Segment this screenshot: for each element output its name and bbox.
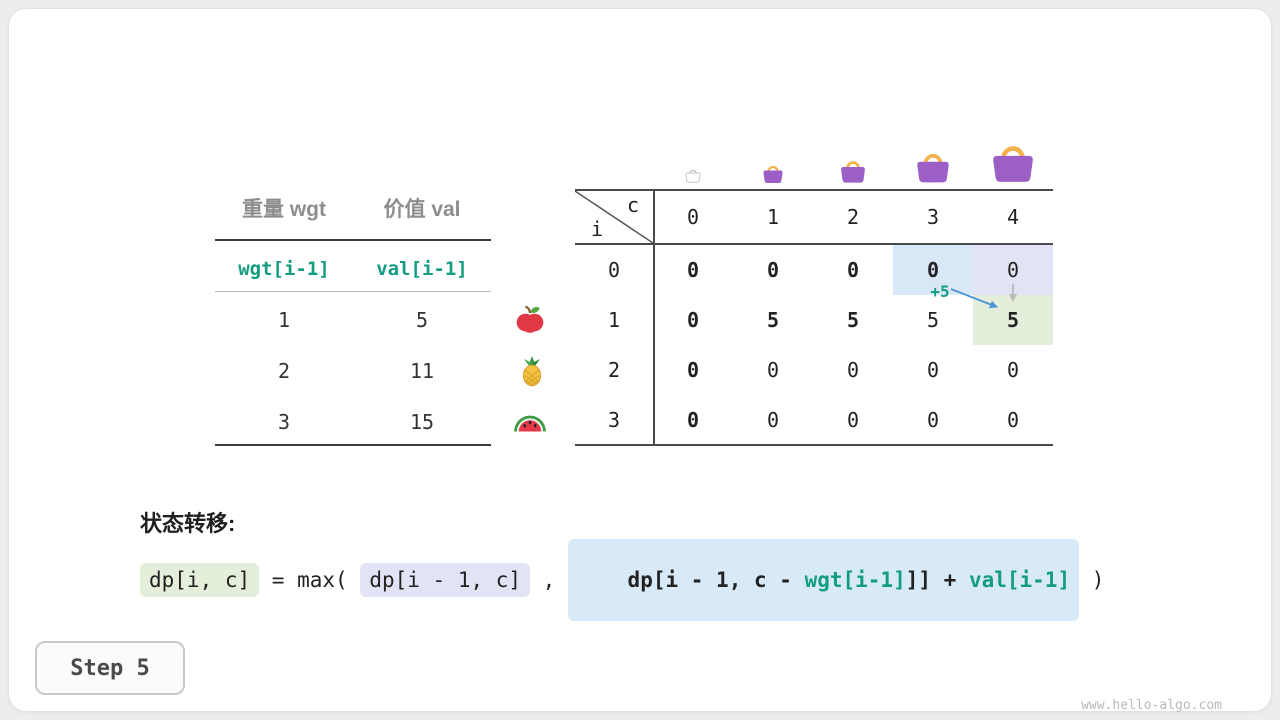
val-var-label: val[i-1] bbox=[376, 258, 468, 280]
dp-cell-uncomputed: 0 bbox=[846, 408, 860, 432]
bag-xlarge-icon bbox=[988, 136, 1038, 184]
dp-col-headers: 0 1 2 3 4 bbox=[653, 191, 1053, 243]
pineapple-icon bbox=[516, 355, 548, 387]
watermark: www.hello-algo.com bbox=[1081, 698, 1222, 713]
capacity-var-label: c bbox=[626, 193, 639, 217]
dp-cell: 0 bbox=[846, 258, 860, 282]
weight-table-header: 重量 wgt 价值 val bbox=[215, 196, 491, 224]
bag-small-icon bbox=[761, 161, 785, 184]
watermelon-icon bbox=[512, 406, 548, 438]
wgt-var-label: wgt[i-1] bbox=[238, 258, 330, 280]
dp-cell: 0 bbox=[686, 308, 700, 332]
step-badge[interactable]: Step 5 bbox=[35, 641, 185, 695]
dp-row-header: 1 bbox=[607, 308, 621, 332]
formula-keep-chip: dp[i - 1, c] bbox=[360, 563, 531, 597]
weight-table-row: 2 11 bbox=[215, 357, 491, 385]
dp-cell: 0 bbox=[686, 258, 700, 282]
formula-result-chip: dp[i, c] bbox=[140, 563, 260, 597]
dp-cell: 5 bbox=[926, 308, 940, 332]
weight-cell: 1 bbox=[277, 308, 291, 332]
transition-label: 状态转移: bbox=[140, 511, 236, 536]
bag-large-icon bbox=[913, 146, 953, 184]
dp-cell: 5 bbox=[846, 308, 860, 332]
formula-take-wgt: wgt[i-1] bbox=[804, 568, 906, 592]
dp-cell-uncomputed: 0 bbox=[1006, 408, 1020, 432]
dp-cell: 0 bbox=[766, 258, 780, 282]
item-var-label: i bbox=[591, 217, 604, 241]
dp-row-header: 0 bbox=[607, 258, 621, 282]
dp-cell-uncomputed: 0 bbox=[846, 358, 860, 382]
dp-table-header-line bbox=[575, 243, 1053, 245]
value-column-header: 价值 val bbox=[383, 198, 461, 221]
value-cell: 5 bbox=[415, 308, 429, 332]
dp-cell: 5 bbox=[766, 308, 780, 332]
transition-formula: dp[i, c] = max( dp[i - 1, c] , dp[i - 1,… bbox=[140, 539, 1105, 621]
bag-empty-icon bbox=[684, 166, 702, 183]
dp-col-header: 4 bbox=[1006, 205, 1020, 229]
dp-row-headers: 0 1 2 3 bbox=[575, 245, 653, 445]
formula-close-paren: ) bbox=[1079, 568, 1105, 592]
formula-comma: , bbox=[530, 568, 568, 592]
dp-cell-current: 5 bbox=[973, 295, 1053, 345]
dp-cell-source-keep: 0 bbox=[973, 245, 1053, 295]
dp-table-vertical-line bbox=[653, 191, 655, 444]
weight-table-row: 1 5 bbox=[215, 306, 491, 334]
dp-col-header: 3 bbox=[926, 205, 940, 229]
dp-cell-uncomputed: 0 bbox=[926, 358, 940, 382]
dp-cell-uncomputed: 0 bbox=[766, 408, 780, 432]
bag-medium-icon bbox=[838, 155, 868, 184]
value-cell: 15 bbox=[409, 410, 435, 434]
plus-value-annotation: +5 bbox=[930, 282, 950, 301]
weight-column-header: 重量 wgt bbox=[242, 198, 326, 221]
weight-table-divider-mid bbox=[215, 291, 491, 292]
dp-cell-uncomputed: 0 bbox=[766, 358, 780, 382]
formula-take-val: val[i-1] bbox=[968, 568, 1071, 592]
weight-table-row: 3 15 bbox=[215, 408, 491, 436]
formula-take-mid: ]] + bbox=[905, 568, 969, 592]
weight-cell: 3 bbox=[277, 410, 291, 434]
weight-cell: 2 bbox=[277, 359, 291, 383]
formula-equals-max: = max( bbox=[259, 568, 361, 592]
dp-col-header: 0 bbox=[686, 205, 700, 229]
dp-cell-uncomputed: 0 bbox=[1006, 358, 1020, 382]
dp-table-top-line bbox=[575, 189, 1053, 191]
weight-table-divider-top bbox=[215, 239, 491, 241]
dp-table-body: 0 0 0 0 0 0 5 5 5 5 0 0 0 0 0 0 0 0 0 0 bbox=[653, 245, 1053, 445]
weight-table-var-row: wgt[i-1] val[i-1] bbox=[215, 255, 491, 283]
dp-col-header: 1 bbox=[766, 205, 780, 229]
dp-cell-source-take: 0 bbox=[893, 245, 973, 295]
formula-take-chip: dp[i - 1, c - wgt[i-1]]] + val[i-1] bbox=[567, 539, 1080, 621]
dp-cell-uncomputed: 0 bbox=[926, 408, 940, 432]
apple-icon bbox=[514, 303, 546, 335]
formula-take-prefix: dp[i - 1, c - bbox=[627, 568, 805, 592]
value-cell: 11 bbox=[409, 359, 435, 383]
weight-table-divider-bottom bbox=[215, 444, 491, 446]
dp-table-corner: c i bbox=[575, 191, 653, 243]
dp-col-header: 2 bbox=[846, 205, 860, 229]
dp-row-header: 2 bbox=[607, 358, 621, 382]
dp-cell: 0 bbox=[686, 408, 700, 432]
dp-cell: 0 bbox=[686, 358, 700, 382]
dp-row-header: 3 bbox=[607, 408, 621, 432]
dp-table-bottom-line bbox=[575, 444, 1053, 446]
